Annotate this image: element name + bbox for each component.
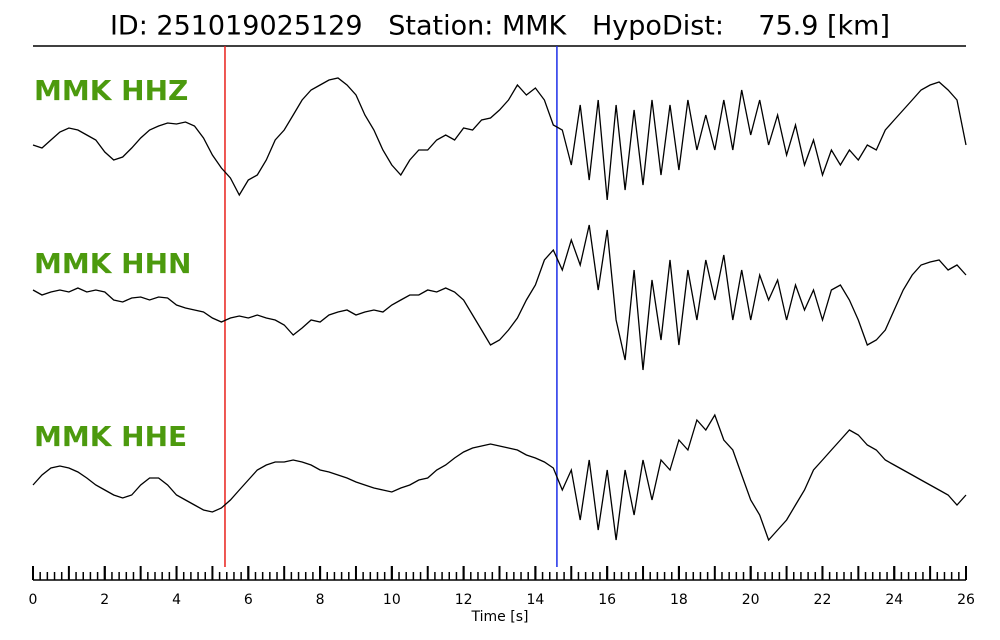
x-tick-label: 12 xyxy=(455,592,473,608)
chart-title: ID: 251019025129 Station: MMK HypoDist: … xyxy=(110,11,890,42)
x-tick-label: 2 xyxy=(100,592,109,608)
x-tick-label: 4 xyxy=(172,592,181,608)
x-axis-label: Time [s] xyxy=(471,609,529,625)
x-tick-label: 24 xyxy=(885,592,903,608)
x-tick-label: 26 xyxy=(957,592,975,608)
x-tick-label: 20 xyxy=(742,592,760,608)
x-tick-label: 16 xyxy=(598,592,616,608)
x-tick-label: 22 xyxy=(814,592,832,608)
x-tick-label: 0 xyxy=(29,592,38,608)
x-tick-label: 10 xyxy=(383,592,401,608)
x-tick-label: 6 xyxy=(244,592,253,608)
waveform xyxy=(32,77,967,201)
x-tick-label: 14 xyxy=(526,592,544,608)
trace-label: MMK HHZ xyxy=(34,74,188,107)
trace-label: MMK HHE xyxy=(34,420,187,453)
x-tick-label: 18 xyxy=(670,592,688,608)
waveform xyxy=(32,224,967,371)
x-tick-label: 8 xyxy=(316,592,325,608)
trace-label: MMK HHN xyxy=(34,247,191,280)
waveform xyxy=(32,413,967,542)
